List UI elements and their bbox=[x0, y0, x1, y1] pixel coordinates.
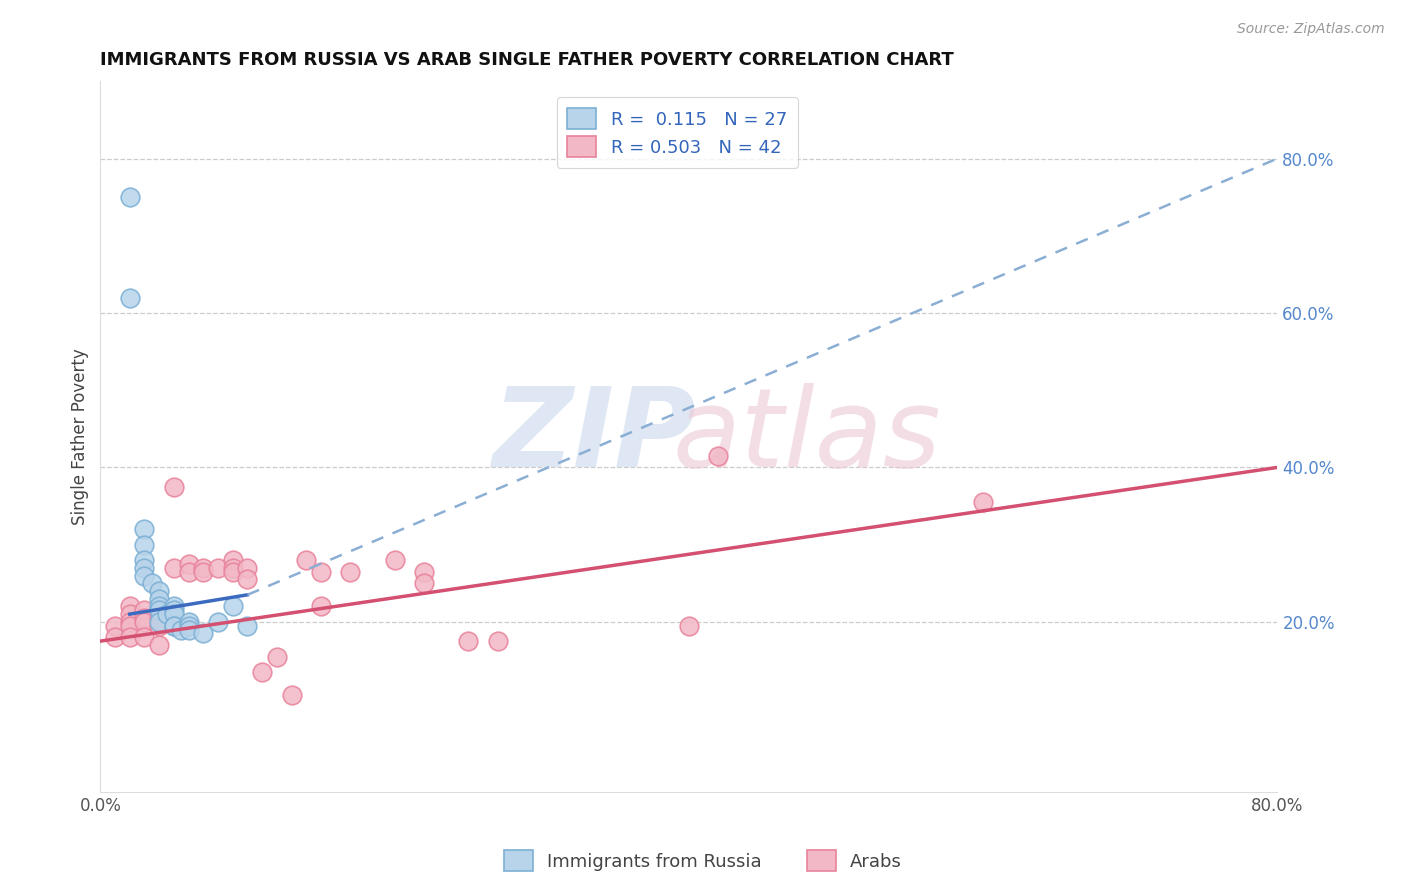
Point bbox=[309, 565, 332, 579]
Point bbox=[280, 688, 302, 702]
Point bbox=[295, 553, 318, 567]
Point bbox=[384, 553, 406, 567]
Point bbox=[148, 611, 170, 625]
Legend: R =  0.115   N = 27, R = 0.503   N = 42: R = 0.115 N = 27, R = 0.503 N = 42 bbox=[557, 97, 799, 168]
Point bbox=[177, 618, 200, 632]
Point bbox=[339, 565, 361, 579]
Point bbox=[207, 561, 229, 575]
Point bbox=[163, 603, 186, 617]
Point bbox=[104, 630, 127, 644]
Point bbox=[678, 618, 700, 632]
Point bbox=[486, 634, 509, 648]
Point bbox=[148, 591, 170, 606]
Point bbox=[193, 626, 215, 640]
Point bbox=[118, 599, 141, 614]
Point bbox=[148, 603, 170, 617]
Point bbox=[177, 565, 200, 579]
Point bbox=[118, 190, 141, 204]
Point bbox=[177, 557, 200, 571]
Point bbox=[163, 618, 186, 632]
Point bbox=[177, 623, 200, 637]
Point bbox=[118, 615, 141, 629]
Point bbox=[148, 583, 170, 598]
Point bbox=[134, 561, 156, 575]
Point bbox=[134, 553, 156, 567]
Point bbox=[207, 615, 229, 629]
Point bbox=[413, 565, 436, 579]
Point bbox=[163, 618, 186, 632]
Point bbox=[148, 638, 170, 652]
Point bbox=[266, 649, 288, 664]
Point bbox=[222, 565, 245, 579]
Point bbox=[309, 599, 332, 614]
Point bbox=[134, 630, 156, 644]
Point bbox=[134, 538, 156, 552]
Point bbox=[163, 480, 186, 494]
Point bbox=[148, 603, 170, 617]
Text: IMMIGRANTS FROM RUSSIA VS ARAB SINGLE FATHER POVERTY CORRELATION CHART: IMMIGRANTS FROM RUSSIA VS ARAB SINGLE FA… bbox=[100, 51, 955, 69]
Point bbox=[222, 599, 245, 614]
Point bbox=[118, 630, 141, 644]
Point bbox=[250, 665, 273, 679]
Point bbox=[193, 565, 215, 579]
Point bbox=[193, 561, 215, 575]
Point bbox=[163, 599, 186, 614]
Text: Source: ZipAtlas.com: Source: ZipAtlas.com bbox=[1237, 22, 1385, 37]
Point bbox=[141, 576, 163, 591]
Point bbox=[972, 495, 994, 509]
Point bbox=[148, 599, 170, 614]
Point bbox=[104, 618, 127, 632]
Point bbox=[148, 618, 170, 632]
Text: atlas: atlas bbox=[672, 383, 941, 490]
Point bbox=[118, 607, 141, 621]
Point bbox=[413, 576, 436, 591]
Point bbox=[118, 618, 141, 632]
Point bbox=[707, 449, 730, 463]
Point bbox=[177, 615, 200, 629]
Point bbox=[134, 603, 156, 617]
Point bbox=[163, 607, 186, 621]
Point bbox=[163, 561, 186, 575]
Point bbox=[236, 618, 259, 632]
Point bbox=[236, 573, 259, 587]
Text: ZIP: ZIP bbox=[494, 383, 696, 490]
Point bbox=[118, 291, 141, 305]
Point bbox=[236, 561, 259, 575]
Point bbox=[148, 615, 170, 629]
Point bbox=[170, 623, 193, 637]
Point bbox=[155, 607, 177, 621]
Point bbox=[457, 634, 479, 648]
Legend: Immigrants from Russia, Arabs: Immigrants from Russia, Arabs bbox=[496, 843, 910, 879]
Point bbox=[134, 522, 156, 536]
Point bbox=[222, 561, 245, 575]
Point bbox=[134, 611, 156, 625]
Point bbox=[134, 615, 156, 629]
Y-axis label: Single Father Poverty: Single Father Poverty bbox=[72, 348, 89, 524]
Point bbox=[222, 553, 245, 567]
Point bbox=[134, 568, 156, 582]
